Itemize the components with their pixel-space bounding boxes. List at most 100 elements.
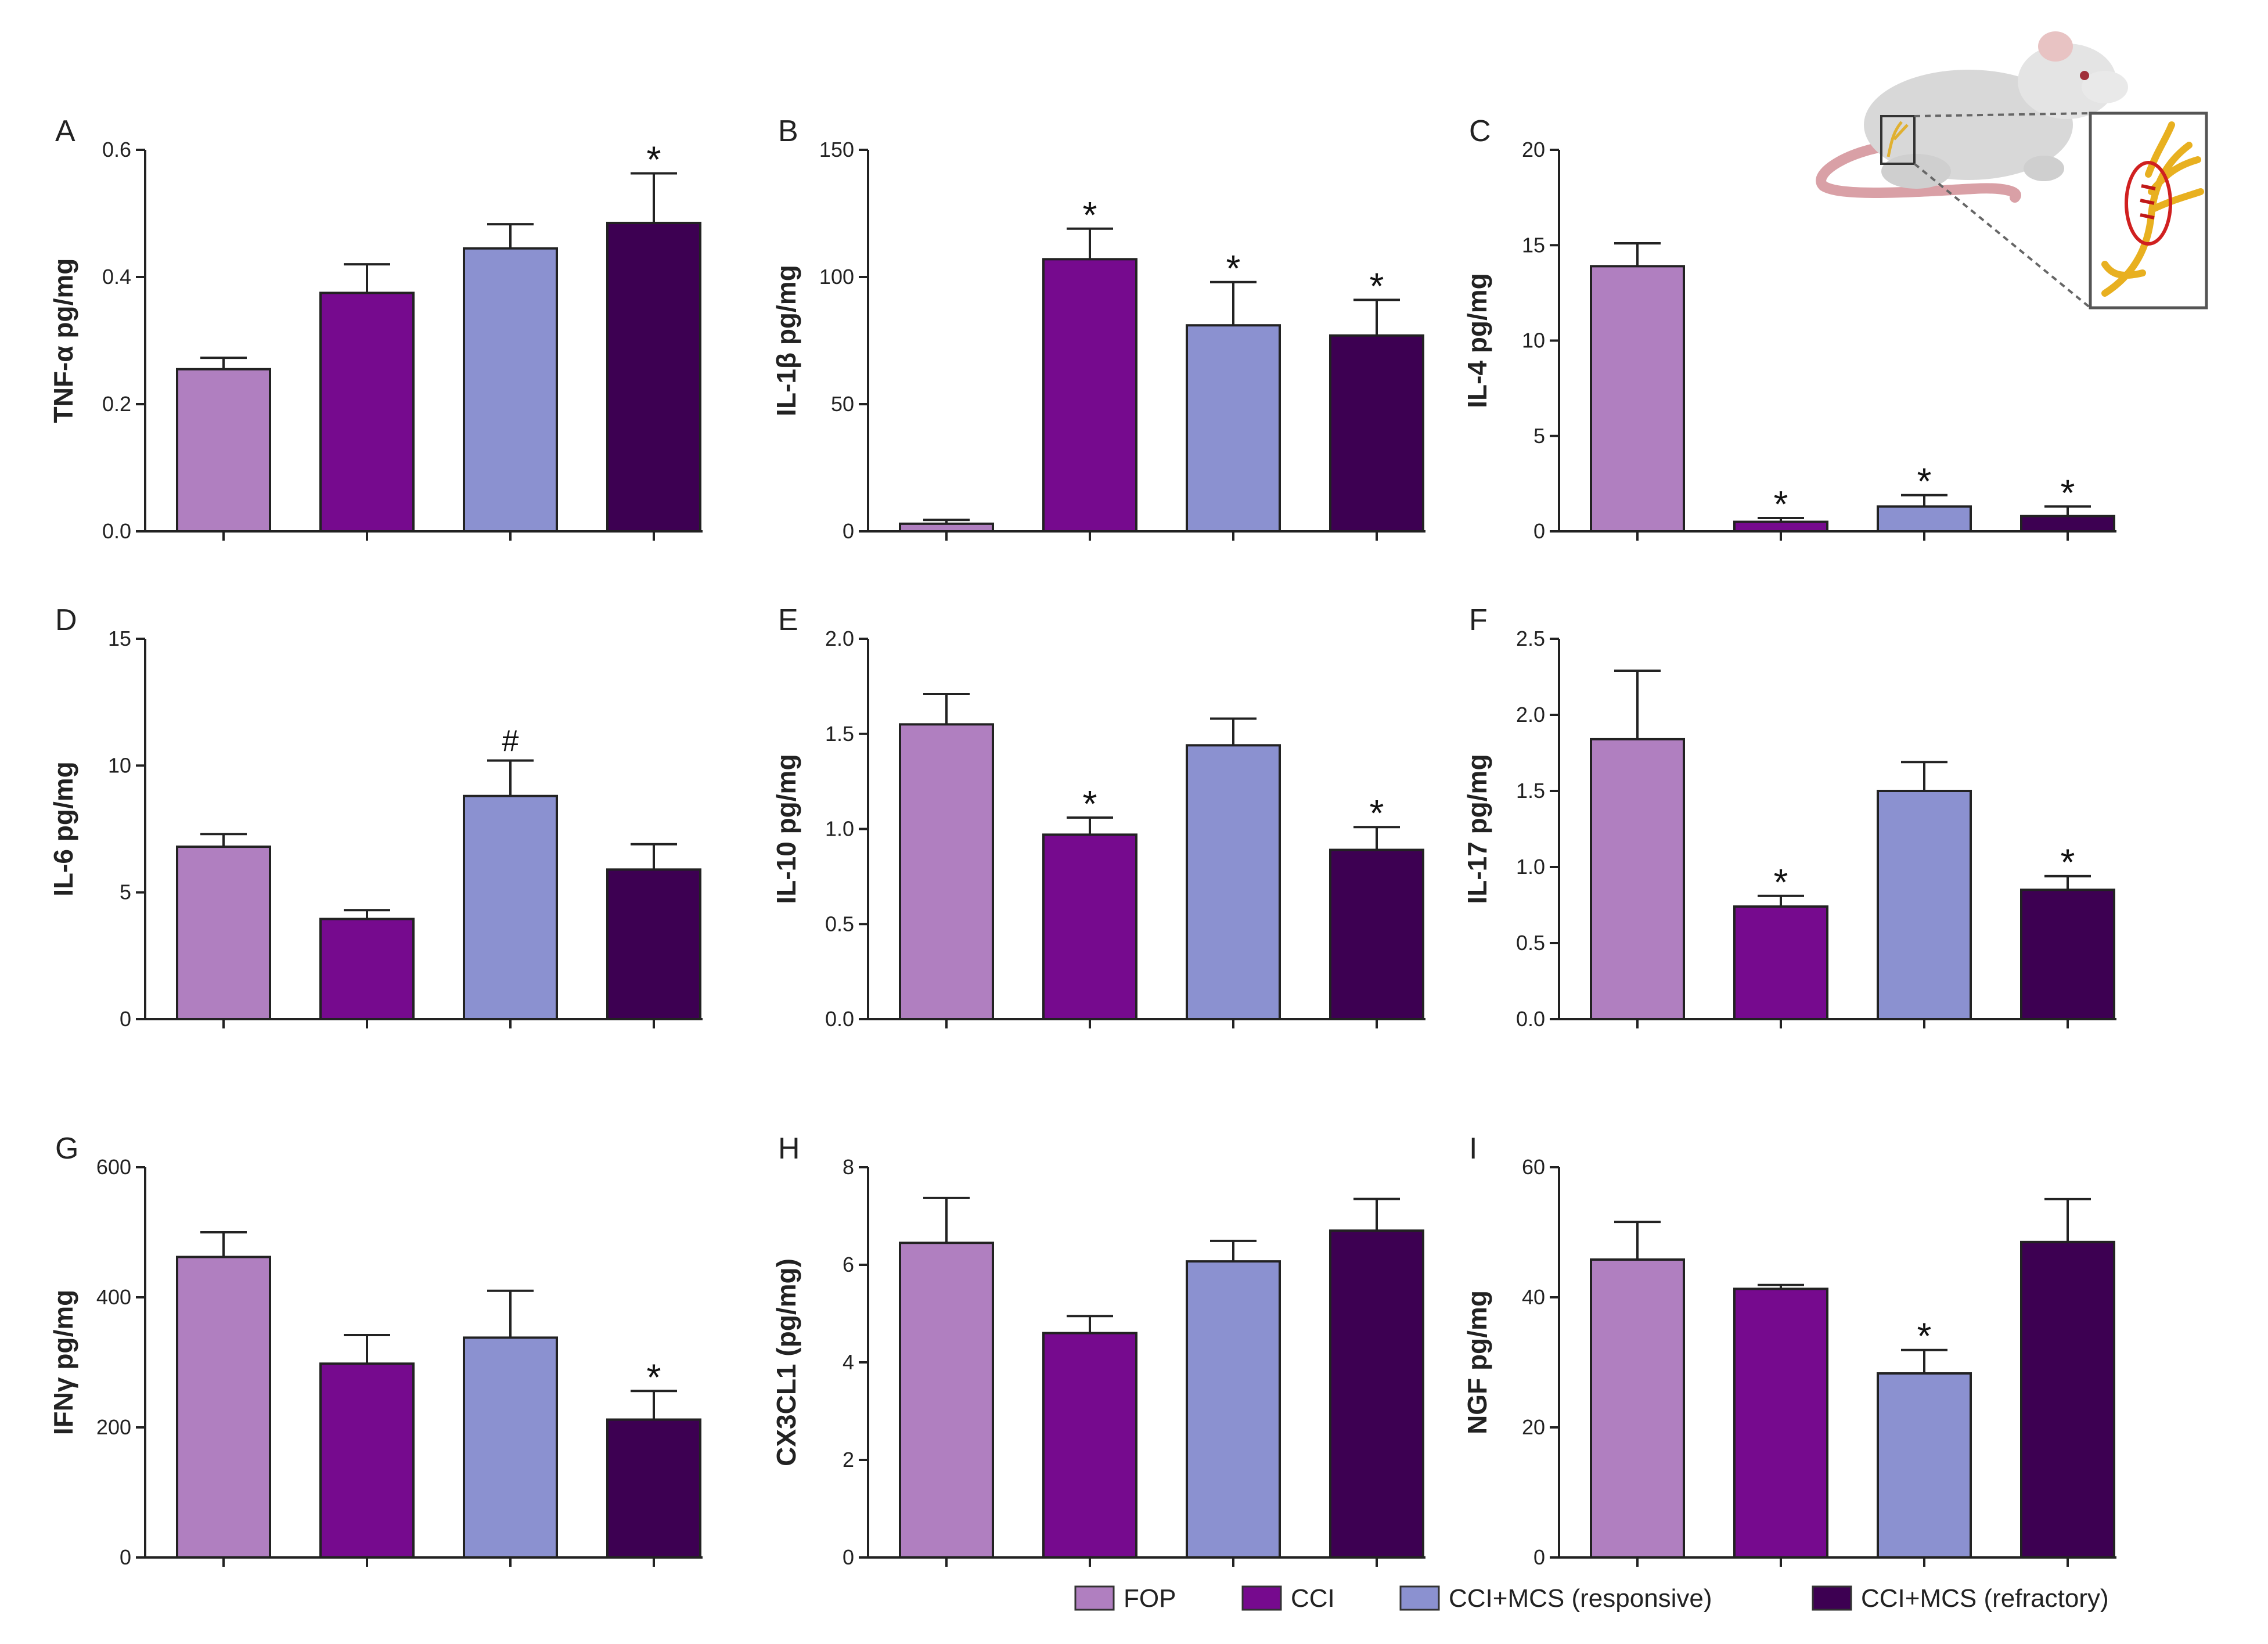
- bar-f-cci-mcs-responsive: [1877, 790, 1972, 1020]
- legend-label-cci-mcs-refractory: CCI+MCS (refractory): [1861, 1584, 2109, 1613]
- y-tick-label-c-4: 20: [1522, 138, 1545, 161]
- significance-marker-b-cci-mcs-refractory: *: [1370, 265, 1384, 307]
- y-tick-label-h-2: 4: [843, 1350, 854, 1374]
- y-axis-label-f: IL-17 pg/mg: [1462, 754, 1492, 904]
- y-tick-label-e-1: 0.5: [825, 912, 854, 936]
- y-tick-label-a-2: 0.4: [102, 265, 131, 289]
- significance-marker-d-cci-mcs-responsive: #: [502, 725, 519, 758]
- y-axis-label-i: NGF pg/mg: [1462, 1290, 1492, 1434]
- y-tick-label-f-5: 2.5: [1516, 627, 1545, 650]
- rat-hind-leg: [1881, 154, 1951, 189]
- bar-f-fop: [1590, 738, 1685, 1021]
- bar-g-cci: [319, 1362, 415, 1559]
- y-axis-label-h: CX3CL1 (pg/mg): [771, 1258, 801, 1466]
- significance-marker-b-cci: *: [1083, 194, 1097, 236]
- y-tick-label-h-0: 0: [843, 1545, 854, 1569]
- y-tick-label-g-3: 600: [96, 1155, 131, 1179]
- legend-label-cci-mcs-responsive: CCI+MCS (responsive): [1449, 1584, 1712, 1613]
- legend-swatch-cci-mcs-refractory: [1812, 1585, 1852, 1611]
- y-tick-label-i-0: 0: [1533, 1545, 1545, 1569]
- panel-letter-c: C: [1469, 114, 1491, 148]
- significance-marker-c-cci-mcs-refractory: *: [2061, 472, 2075, 513]
- bar-b-cci: [1042, 258, 1137, 533]
- bar-c-cci-mcs-refractory: [2020, 515, 2115, 533]
- panel-i: I NGF pg/mg 0 20 40 60 *: [1462, 1132, 2116, 1569]
- panel-letter-d: D: [55, 603, 77, 637]
- bar-h-cci-mcs-responsive: [1186, 1260, 1281, 1559]
- y-tick-label-f-3: 1.5: [1516, 779, 1545, 803]
- nerve-small: [1887, 121, 1909, 157]
- panel-letter-f: F: [1469, 603, 1488, 637]
- panel-g: G IFNγ pg/mg 0 200 400 600 *: [48, 1132, 703, 1569]
- bar-g-cci-mcs-refractory: [606, 1418, 701, 1559]
- y-tick-label-d-1: 5: [120, 880, 131, 904]
- y-tick-label-b-1: 50: [831, 392, 854, 416]
- significance-marker-f-cci-mcs-refractory: *: [2061, 841, 2075, 883]
- y-tick-label-e-2: 1.0: [825, 817, 854, 841]
- significance-marker-c-cci-mcs-responsive: *: [1917, 461, 1932, 502]
- bar-f-cci-mcs-refractory: [2020, 888, 2115, 1021]
- bar-d-cci-mcs-refractory: [606, 868, 701, 1021]
- y-tick-label-b-0: 0: [843, 519, 854, 543]
- y-tick-label-h-3: 6: [843, 1253, 854, 1276]
- panel-c: C IL-4 pg/mg 0 5 10 15 20 * * *: [1462, 114, 2116, 543]
- y-tick-label-c-2: 10: [1522, 329, 1545, 352]
- significance-marker-c-cci: *: [1774, 483, 1788, 525]
- y-tick-label-e-0: 0.0: [825, 1007, 854, 1031]
- rat-eye: [2080, 71, 2089, 80]
- zoom-line-top: [1914, 112, 2091, 117]
- bar-e-cci-mcs-responsive: [1186, 744, 1281, 1021]
- bar-i-cci-mcs-refractory: [2020, 1240, 2115, 1559]
- y-tick-label-i-3: 60: [1522, 1155, 1545, 1179]
- zoom-region-box: [1880, 115, 1916, 165]
- bar-b-cci-mcs-responsive: [1186, 324, 1281, 533]
- bar-d-cci-mcs-responsive: [463, 794, 558, 1020]
- panel-b: B IL-1β pg/mg 0 50 100 150 * * *: [771, 114, 1425, 543]
- bar-e-cci: [1042, 833, 1137, 1020]
- rat-tail: [1816, 140, 2021, 203]
- panel-h: H CX3CL1 (pg/mg) 0 2 4 6 8: [771, 1132, 1425, 1569]
- bar-h-cci: [1042, 1332, 1137, 1559]
- y-axis-label-d: IL-6 pg/mg: [48, 761, 78, 897]
- panel-letter-i: I: [1469, 1132, 1477, 1165]
- bar-b-cci-mcs-refractory: [1329, 334, 1424, 533]
- rat-body: [1864, 70, 2073, 180]
- panel-a: A TNF-α pg/mg 0.0 0.2 0.4 0.6 *: [48, 114, 703, 543]
- y-axis-label-e: IL-10 pg/mg: [771, 754, 801, 904]
- zoom-line-bottom: [1913, 163, 2091, 309]
- legend-label-fop: FOP: [1124, 1584, 1176, 1613]
- y-tick-label-e-4: 2.0: [825, 627, 854, 650]
- y-tick-label-i-1: 20: [1522, 1415, 1545, 1439]
- bar-e-cci-mcs-refractory: [1329, 848, 1424, 1021]
- bar-h-cci-mcs-refractory: [1329, 1229, 1424, 1559]
- bar-i-cci-mcs-responsive: [1877, 1372, 1972, 1559]
- legend-swatch-cci-mcs-responsive: [1399, 1585, 1440, 1611]
- panel-letter-b: B: [778, 114, 798, 148]
- panel-f: F IL-17 pg/mg 0.0 0.5 1.0 1.5 2.0 2.5 * *: [1462, 603, 2116, 1031]
- y-tick-label-c-1: 5: [1533, 424, 1545, 448]
- y-tick-label-f-4: 2.0: [1516, 703, 1545, 726]
- bar-a-cci-mcs-refractory: [606, 221, 701, 533]
- y-tick-label-b-3: 150: [819, 138, 854, 161]
- y-tick-label-b-2: 100: [819, 265, 854, 289]
- rat-snout: [2082, 71, 2128, 103]
- significance-marker-i-cci-mcs-responsive: *: [1917, 1315, 1932, 1357]
- bar-a-cci: [319, 292, 415, 533]
- y-axis-label-b: IL-1β pg/mg: [771, 265, 801, 416]
- bar-g-fop: [176, 1256, 271, 1559]
- bar-a-cci-mcs-responsive: [463, 247, 558, 533]
- y-tick-label-a-3: 0.6: [102, 138, 131, 161]
- bar-f-cci: [1733, 905, 1828, 1020]
- y-tick-label-f-1: 0.5: [1516, 931, 1545, 955]
- panel-letter-h: H: [778, 1132, 800, 1165]
- bar-i-fop: [1590, 1258, 1685, 1559]
- bar-e-fop: [899, 723, 994, 1020]
- y-tick-label-e-3: 1.5: [825, 722, 854, 746]
- y-tick-label-h-1: 2: [843, 1448, 854, 1472]
- legend-swatch-fop: [1074, 1585, 1115, 1611]
- y-tick-label-a-1: 0.2: [102, 392, 131, 416]
- bar-d-fop: [176, 846, 271, 1020]
- y-tick-label-i-2: 40: [1522, 1285, 1545, 1309]
